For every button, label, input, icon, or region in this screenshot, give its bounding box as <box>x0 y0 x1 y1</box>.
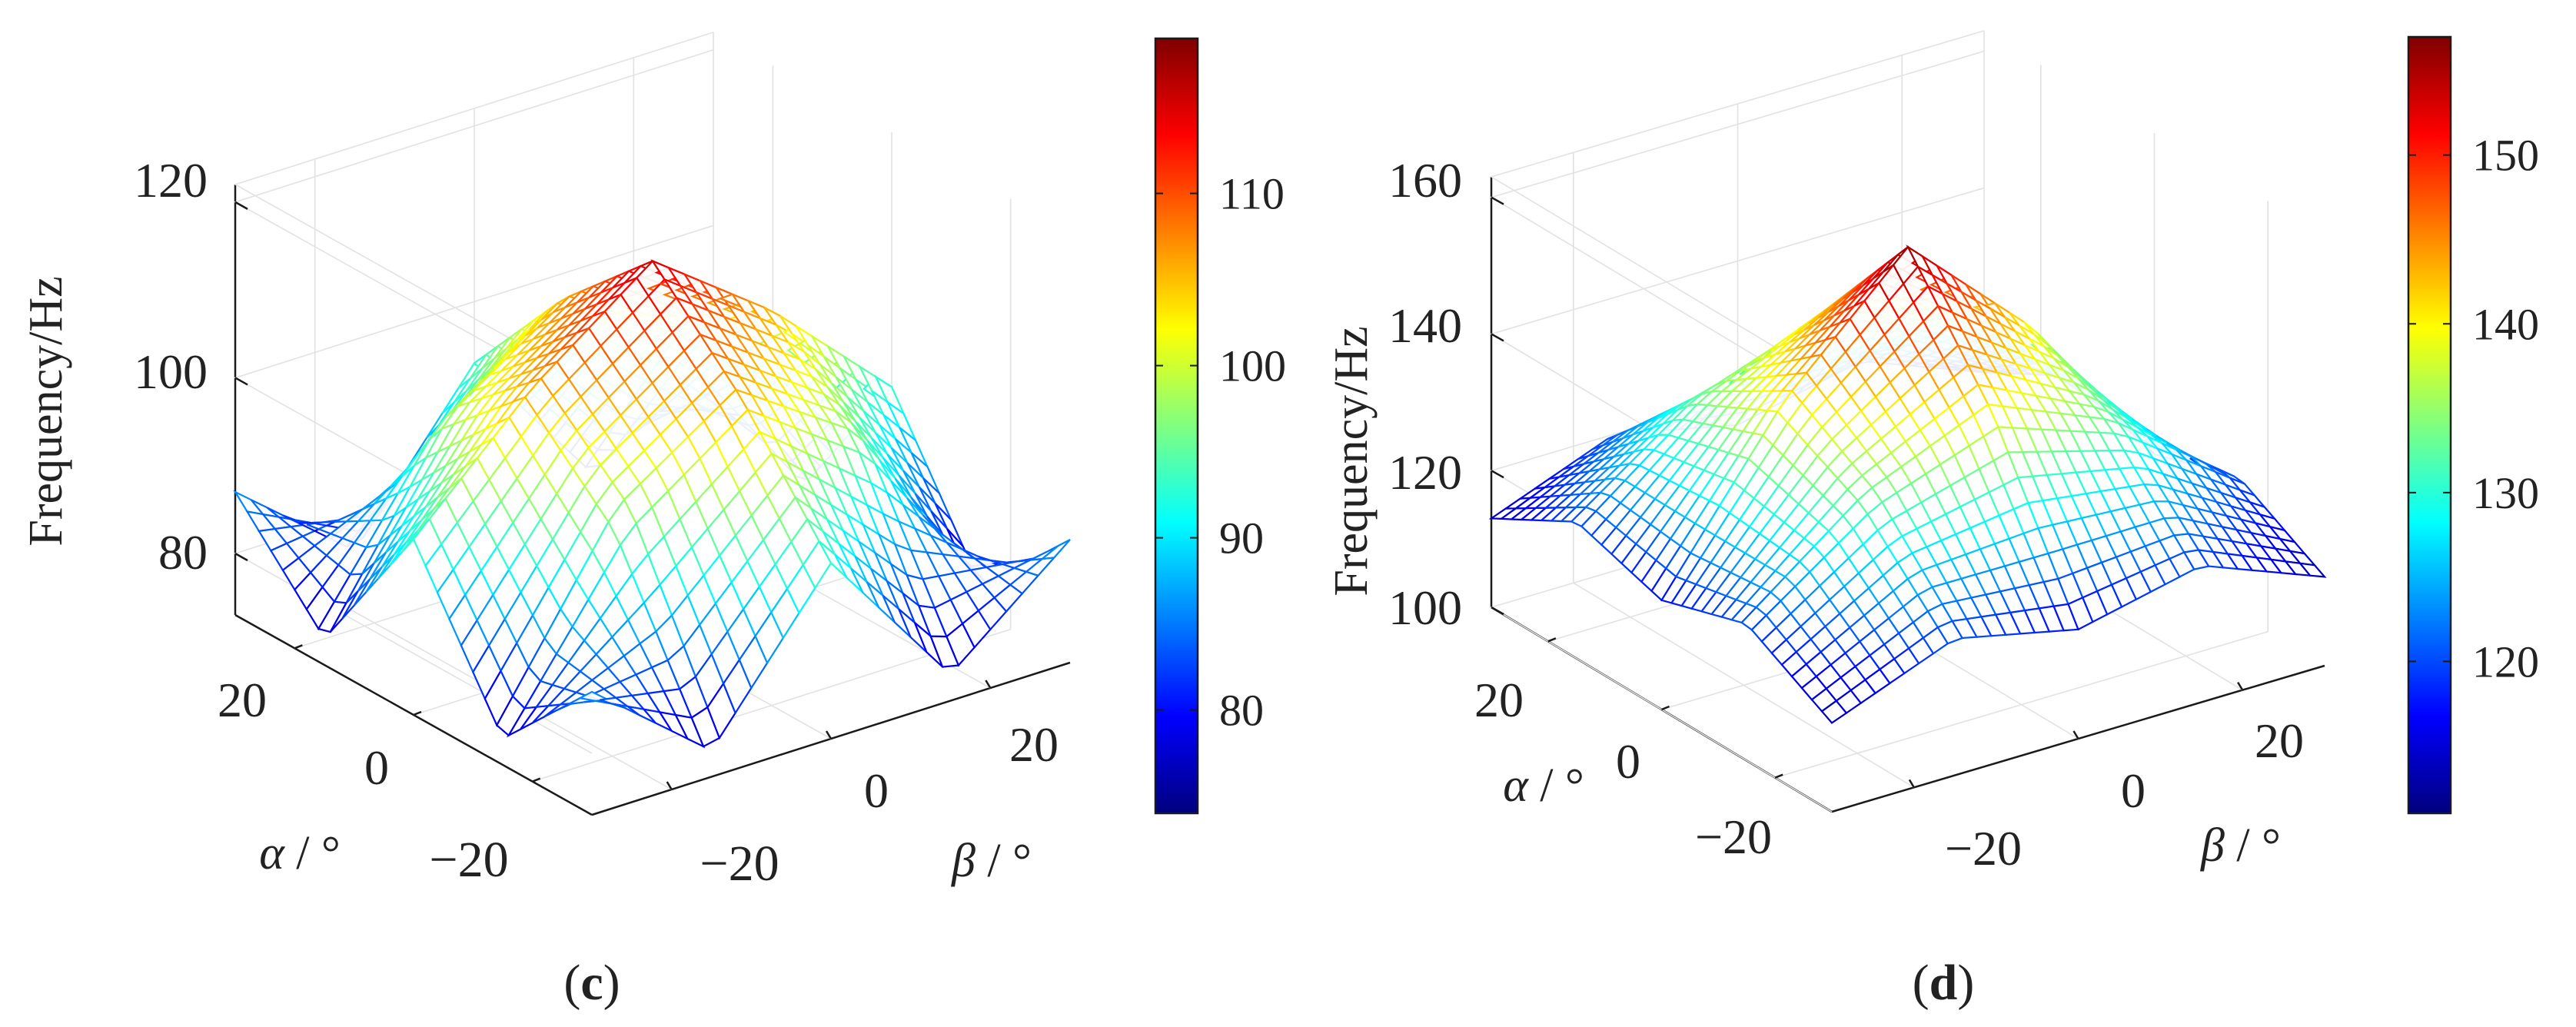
panel-c-tick-marks <box>234 201 992 790</box>
panel-d-z-axis-label: Frequency/Hz <box>1325 326 1378 596</box>
panel-d-x-tick-0: 0 <box>1616 734 1640 789</box>
panel-d-y-tick-0: 0 <box>2121 763 2146 818</box>
panel-d-z-grid-3 <box>1490 50 1985 403</box>
panel-d-surface <box>1488 244 2327 724</box>
panel-d-z-tick-100: 100 <box>1388 580 1462 635</box>
panel-c: 80 100 120 Frequency/Hz 20 0 −20 α / ° −… <box>20 32 1286 1011</box>
panel-d-alpha-label: α / ° <box>1503 759 1584 812</box>
panel-c-x-tick-0: 0 <box>364 740 389 795</box>
panel-c-z-tick-120: 120 <box>134 153 208 208</box>
panel-c-z-tick-mark-0 <box>234 552 248 562</box>
panel-c-colorbar-gradient <box>1154 37 1199 815</box>
panel-c-z-tick-80: 80 <box>158 525 208 580</box>
panel-c-alpha-tick-mark-1 <box>413 710 422 716</box>
panel-c-surface <box>233 259 1071 749</box>
panel-d-alpha-tick-mark-2 <box>1774 773 1783 779</box>
panel-d-alpha-tick-mark-1 <box>1661 705 1670 711</box>
panel-c-colorbar-tick-label-3: 110 <box>1219 169 1285 219</box>
panel-d-z-tick-mark-3 <box>1491 196 1504 205</box>
panel-c-colorbar-tick-label-2: 100 <box>1219 341 1286 391</box>
panel-c-colorbar-ticks: 80 90 100 110 <box>1155 169 1286 736</box>
panel-d-alpha-tick-mark-0 <box>1547 637 1557 643</box>
panel-c-alpha-tick-mark-0 <box>294 644 303 650</box>
panel-c-alpha-label: α / ° <box>259 827 341 879</box>
panel-c-z-axis-label: Frequency/Hz <box>20 276 72 546</box>
panel-d-z-tick-140: 140 <box>1388 298 1462 353</box>
panel-d-colorbar-tick-label-0: 120 <box>2472 636 2539 686</box>
panel-d-z-tick-120: 120 <box>1388 445 1462 500</box>
panel-d-colorbar-tick-label-3: 150 <box>2472 131 2539 181</box>
panel-d-x-tick-20: 20 <box>1474 673 1524 727</box>
panel-d-colorbar: 120 130 140 150 <box>2407 35 2539 815</box>
panel-d: 100 120 140 160 Frequency/Hz 20 0 −20 α … <box>1325 30 2539 1011</box>
panel-c-z-tick-mark-1 <box>234 377 248 386</box>
panel-d-x-tick-minus20: −20 <box>1695 809 1772 864</box>
panel-d-z-tick-mark-1 <box>1491 470 1504 479</box>
panel-d-y-tick-minus20: −20 <box>1945 821 2022 876</box>
panel-c-wall-edges <box>234 32 714 385</box>
panel-c-beta-label: β / ° <box>951 835 1032 887</box>
panel-c-colorbar-tick-label-0: 80 <box>1219 686 1264 736</box>
panel-d-wall-edges <box>1490 30 1985 382</box>
panel-d-tick-marks <box>1491 196 2244 788</box>
panel-c-y-tick-minus20: −20 <box>700 836 779 892</box>
panel-d-z-tick-160: 160 <box>1388 153 1462 208</box>
panel-c-colorbar: 80 90 100 110 <box>1154 37 1286 815</box>
panel-d-y-tick-20: 20 <box>2255 713 2304 768</box>
panel-c-beta-tick-mark-0 <box>666 781 673 790</box>
panel-c-y-tick-0: 0 <box>864 763 889 818</box>
panel-c-beta-tick-mark-2 <box>985 680 992 689</box>
panel-d-beta-tick-mark-0 <box>1908 779 1915 788</box>
panel-d-beta-label: β / ° <box>2200 819 2281 872</box>
panel-c-colorbar-tick-label-1: 90 <box>1219 514 1264 563</box>
panel-c-beta-tick-mark-1 <box>825 730 833 740</box>
panel-d-label: (d) <box>1913 955 1975 1011</box>
panel-d-beta-tick-mark-1 <box>2072 730 2079 740</box>
panel-d-z-tick-mark-0 <box>1491 606 1504 616</box>
panel-c-surface-cell <box>1039 539 1071 560</box>
panel-d-beta-tick-mark-2 <box>2237 682 2244 691</box>
panel-c-y-tick-20: 20 <box>1009 717 1059 772</box>
panel-c-z-tick-mark-2 <box>234 201 248 210</box>
panel-d-surface-cell <box>2298 562 2327 578</box>
panel-d-colorbar-tick-label-1: 130 <box>2472 468 2539 518</box>
panel-c-x-tick-minus20: −20 <box>429 832 508 888</box>
panel-c-label: (c) <box>563 955 620 1011</box>
panel-d-z-tick-mark-2 <box>1491 333 1504 342</box>
panel-d-beta-grid-0 <box>1573 152 1915 789</box>
panel-c-alpha-tick-mark-2 <box>532 777 541 783</box>
panel-c-z-tick-100: 100 <box>134 344 208 399</box>
panel-d-alpha-grid-2 <box>1774 201 2269 779</box>
panel-c-x-tick-20: 20 <box>218 673 267 727</box>
panel-d-colorbar-ticks: 120 130 140 150 <box>2408 131 2539 686</box>
panel-d-colorbar-tick-label-2: 140 <box>2472 299 2539 349</box>
panel-d-colorbar-gradient <box>2407 35 2452 815</box>
